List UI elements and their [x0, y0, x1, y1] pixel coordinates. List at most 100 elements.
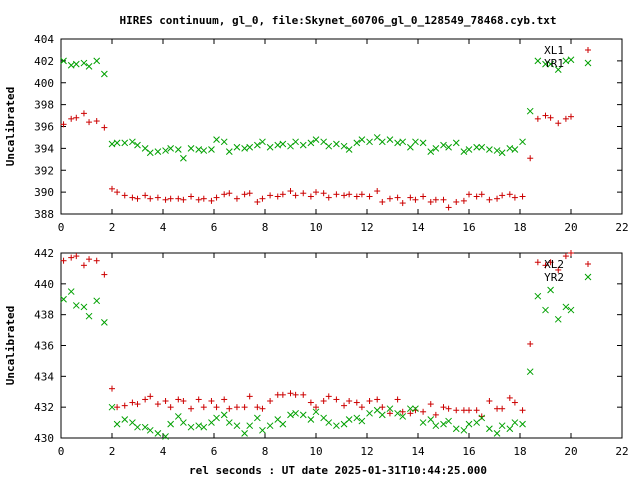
- data-point-d2: [241, 430, 248, 437]
- data-point: [300, 391, 307, 398]
- x-tick-label: 4: [160, 445, 167, 458]
- data-point-d2: [394, 409, 401, 417]
- data-point-d2: [85, 312, 93, 320]
- data-point: [562, 57, 570, 65]
- data-point: [254, 198, 261, 205]
- data-point: [146, 426, 154, 434]
- data-point: [162, 398, 169, 404]
- data-point: [320, 190, 327, 197]
- data-point-d2: [394, 139, 401, 147]
- data-point-d2: [246, 143, 254, 151]
- series-YR2: [60, 286, 575, 440]
- data-point-d2: [195, 146, 203, 153]
- data-point: [208, 146, 215, 153]
- data-point: [325, 194, 332, 201]
- data-point: [93, 118, 100, 125]
- plot-frame: [60, 252, 623, 439]
- data-point-d2: [511, 146, 519, 153]
- data-point: [547, 286, 554, 294]
- data-point: [466, 191, 472, 198]
- data-point-d2: [320, 138, 328, 146]
- data-point-d2: [108, 140, 116, 148]
- data-point: [379, 198, 386, 205]
- x-tick-label: 8: [262, 221, 269, 234]
- x-tick-label: 10: [309, 445, 322, 458]
- data-point: [460, 426, 468, 434]
- data-point: [253, 414, 261, 422]
- data-point: [259, 195, 266, 202]
- data-point: [154, 194, 161, 201]
- data-point: [460, 197, 467, 204]
- data-point: [195, 196, 202, 203]
- data-point-d2: [554, 315, 562, 323]
- legend-marker: [584, 273, 592, 281]
- data-point: [427, 148, 435, 156]
- data-point: [279, 191, 286, 198]
- data-point: [121, 402, 128, 409]
- data-point: [494, 405, 501, 412]
- data-point: [440, 196, 447, 203]
- data-point: [358, 191, 365, 198]
- data-point: [187, 423, 195, 431]
- y-tick-label: 398: [34, 99, 54, 112]
- data-point: [320, 138, 328, 146]
- data-point: [292, 138, 299, 146]
- data-point: [406, 143, 414, 151]
- data-point: [519, 420, 526, 428]
- data-point: [394, 396, 401, 403]
- x-tick-label: 14: [411, 445, 425, 458]
- data-point-d2: [547, 286, 554, 294]
- data-point: [499, 192, 506, 199]
- data-point: [254, 404, 261, 411]
- data-point-d2: [108, 403, 116, 411]
- data-point: [73, 253, 80, 260]
- data-point: [534, 115, 541, 122]
- data-point: [213, 194, 220, 201]
- data-point: [486, 425, 493, 433]
- data-point: [562, 303, 570, 311]
- data-point: [80, 59, 88, 67]
- x-tick-label: 22: [615, 221, 628, 234]
- data-point-d2: [452, 139, 460, 147]
- data-point: [519, 193, 526, 200]
- data-point-d2: [519, 138, 526, 146]
- data-point: [175, 396, 182, 403]
- data-point: [241, 145, 248, 152]
- data-point: [86, 119, 93, 126]
- data-point: [162, 147, 169, 154]
- data-point-d2: [373, 406, 381, 414]
- data-point: [93, 297, 101, 305]
- data-point: [358, 404, 365, 411]
- data-point-d2: [554, 66, 562, 73]
- data-point: [299, 411, 307, 419]
- data-point: [72, 60, 80, 68]
- y-tick-label: 388: [34, 208, 54, 221]
- data-point-d2: [299, 411, 307, 419]
- data-point-d2: [113, 139, 121, 147]
- data-point-d2: [534, 57, 542, 65]
- data-point: [511, 419, 519, 426]
- data-point: [114, 189, 121, 196]
- data-point: [226, 405, 233, 412]
- y-tick-label: 438: [34, 309, 54, 322]
- data-point-d2: [279, 420, 287, 428]
- data-point: [312, 136, 320, 143]
- data-point: [80, 303, 88, 311]
- x-tick-label: 12: [360, 221, 373, 234]
- data-point: [366, 398, 373, 404]
- data-point: [253, 141, 261, 149]
- data-point: [340, 142, 348, 150]
- data-point: [325, 142, 333, 150]
- data-point-d2: [419, 139, 427, 147]
- data-point: [221, 396, 228, 403]
- data-point: [478, 191, 485, 198]
- data-point: [506, 145, 514, 152]
- data-point-d2: [562, 303, 570, 311]
- data-point: [167, 195, 174, 202]
- data-point: [452, 425, 460, 433]
- data-point: [460, 407, 467, 414]
- data-point: [498, 149, 506, 157]
- data-point: [366, 138, 373, 146]
- data-point: [241, 430, 248, 437]
- data-point: [498, 422, 506, 430]
